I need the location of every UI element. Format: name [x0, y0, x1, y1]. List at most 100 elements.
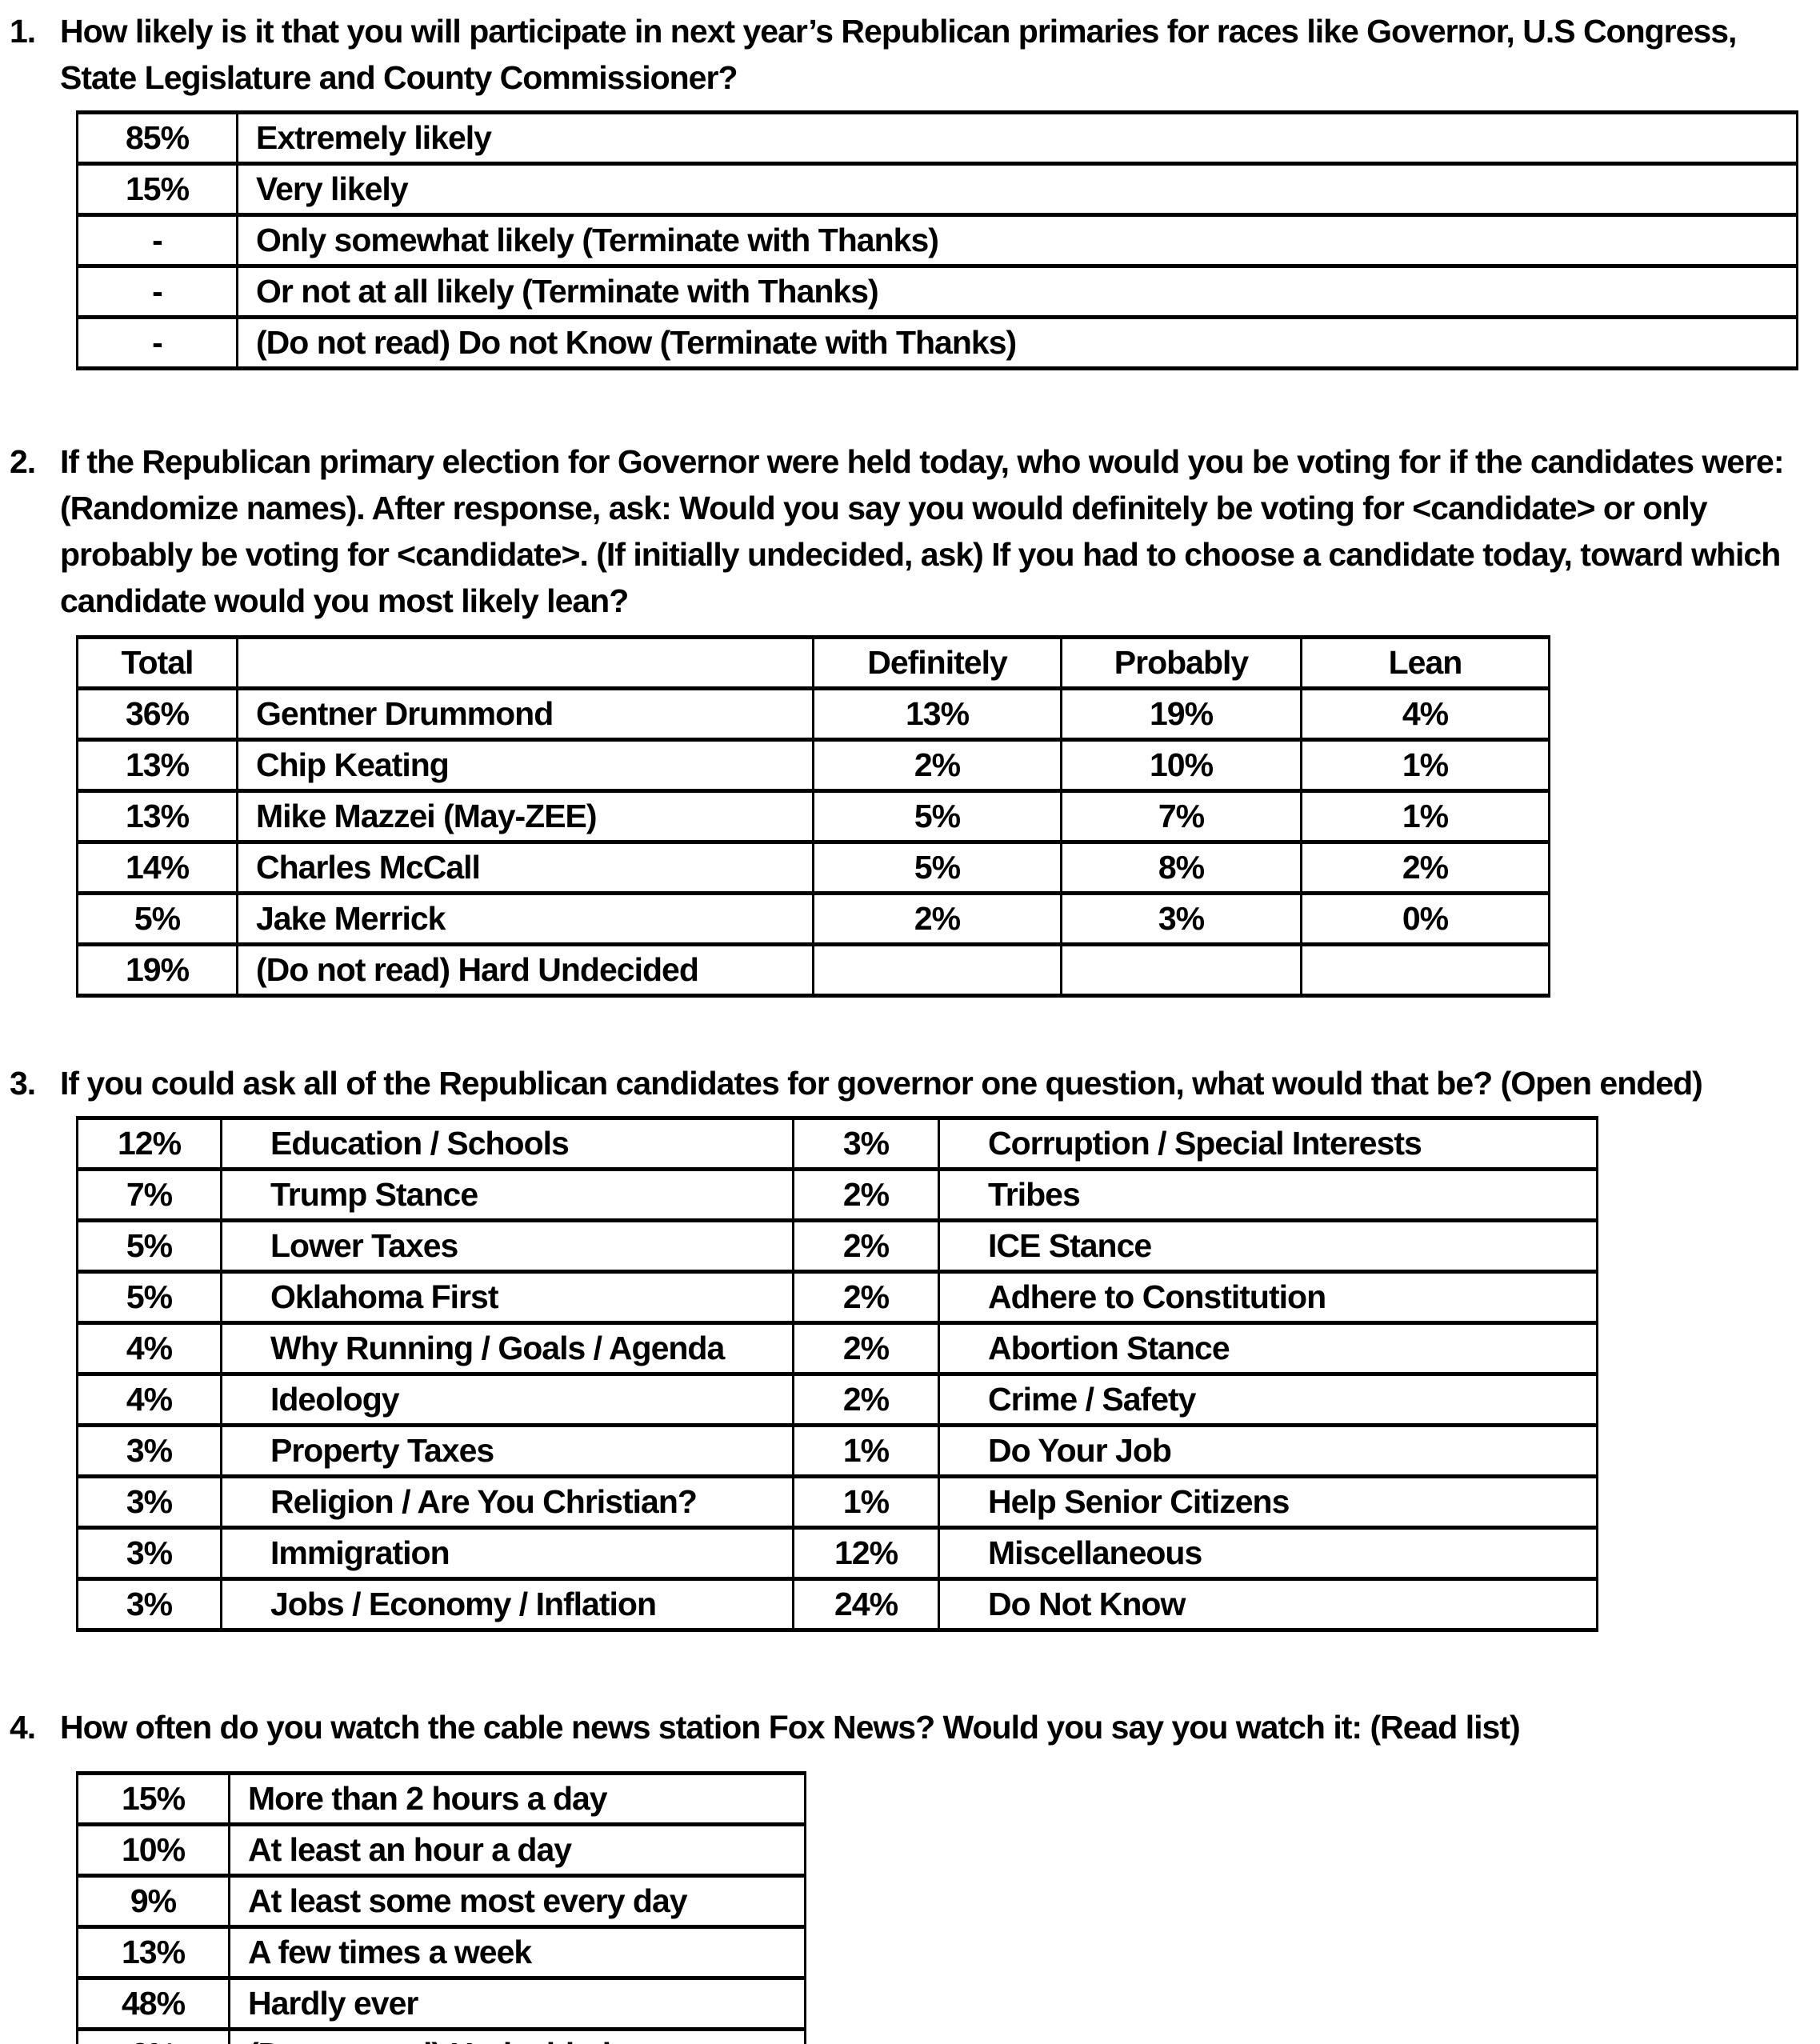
table-row: 5% Lower Taxes 2% ICE Stance	[76, 1218, 1598, 1274]
label-cell: (Do not read) Do not Know (Terminate wit…	[236, 315, 1798, 370]
table-row: 13% Chip Keating 2% 10% 1%	[76, 738, 1550, 793]
label-cell: Miscellaneous	[938, 1526, 1598, 1581]
question-2-number: 2.	[10, 443, 36, 480]
empty-cell	[1060, 942, 1302, 998]
table-row: 12% Education / Schools 3% Corruption / …	[76, 1116, 1598, 1171]
definitely-cell: 2%	[812, 738, 1062, 793]
pct-cell: 1%	[792, 1474, 940, 1530]
question-3-number: 3.	[10, 1065, 36, 1102]
pct-cell: 5%	[76, 1270, 222, 1325]
definitely-cell: 13%	[812, 686, 1062, 742]
probably-cell: 3%	[1060, 891, 1302, 946]
table-row: - Only somewhat likely (Terminate with T…	[76, 213, 1798, 268]
label-cell: Trump Stance	[220, 1167, 794, 1222]
table-row: 7% Trump Stance 2% Tribes	[76, 1167, 1598, 1222]
pct-cell: 5%	[76, 1218, 222, 1274]
pct-cell: 15%	[76, 1771, 230, 1826]
label-cell: ICE Stance	[938, 1218, 1598, 1274]
definitely-cell: 5%	[812, 840, 1062, 895]
question-3-text: If you could ask all of the Republican c…	[60, 1065, 1703, 1102]
table-row: 13% Mike Mazzei (May-ZEE) 5% 7% 1%	[76, 789, 1550, 844]
q4-fox-news-table: 15% More than 2 hours a day 10% At least…	[76, 1771, 806, 2044]
label-cell: Very likely	[236, 162, 1798, 217]
table-row: 3% Immigration 12% Miscellaneous	[76, 1526, 1598, 1581]
label-cell: Lower Taxes	[220, 1218, 794, 1274]
label-cell: Extremely likely	[236, 110, 1798, 166]
label-cell: At least an hour a day	[228, 1822, 806, 1878]
pct-cell: 4%	[76, 1321, 222, 1376]
total-cell: 13%	[76, 789, 238, 844]
pct-cell: 2%	[792, 1218, 940, 1274]
label-cell: Immigration	[220, 1526, 794, 1581]
table-row: 4% Why Running / Goals / Agenda 2% Abort…	[76, 1321, 1598, 1376]
pct-cell: 12%	[76, 1116, 222, 1171]
pct-cell: 10%	[76, 1822, 230, 1878]
table-row: 10% At least an hour a day	[76, 1822, 806, 1878]
table-row: 48% Hardly ever	[76, 1976, 806, 2031]
probably-cell: 8%	[1060, 840, 1302, 895]
label-cell: Property Taxes	[220, 1423, 794, 1478]
empty-cell	[812, 942, 1062, 998]
definitely-cell: 5%	[812, 789, 1062, 844]
pct-cell: -	[76, 315, 238, 370]
candidate-cell: Charles McCall	[236, 840, 814, 895]
question-4-number: 4.	[10, 1709, 36, 1746]
probably-cell: 10%	[1060, 738, 1302, 793]
table-row: 14% Charles McCall 5% 8% 2%	[76, 840, 1550, 895]
table-header-row: Total Definitely Probably Lean	[76, 635, 1550, 690]
label-cell: Hardly ever	[228, 1976, 806, 2031]
q3-open-ended-table: 12% Education / Schools 3% Corruption / …	[76, 1116, 1598, 1632]
pct-cell: 12%	[792, 1526, 940, 1581]
label-cell: Crime / Safety	[938, 1372, 1598, 1427]
question-1-number: 1.	[10, 13, 36, 50]
question-1-text: How likely is it that you will participa…	[60, 13, 1737, 96]
lean-cell: 4%	[1300, 686, 1550, 742]
candidate-cell: Jake Merrick	[236, 891, 814, 946]
label-cell: Ideology	[220, 1372, 794, 1427]
probably-cell: 19%	[1060, 686, 1302, 742]
label-cell: At least some most every day	[228, 1874, 806, 1929]
candidate-cell: Mike Mazzei (May-ZEE)	[236, 789, 814, 844]
table-row: 13% A few times a week	[76, 1925, 806, 1980]
table-row: 5% Jake Merrick 2% 3% 0%	[76, 891, 1550, 946]
pct-cell: 1%	[792, 1423, 940, 1478]
question-1: 1. How likely is it that you will partic…	[0, 8, 1820, 101]
total-cell: 13%	[76, 738, 238, 793]
pct-cell: 3%	[76, 1526, 222, 1581]
label-cell: Help Senior Citizens	[938, 1474, 1598, 1530]
table-row: - (Do not read) Do not Know (Terminate w…	[76, 315, 1798, 370]
label-cell: A few times a week	[228, 1925, 806, 1980]
table-row: 15% Very likely	[76, 162, 1798, 217]
label-cell: Education / Schools	[220, 1116, 794, 1171]
pct-cell: 2%	[792, 1167, 940, 1222]
label-cell: Religion / Are You Christian?	[220, 1474, 794, 1530]
label-cell: (Do not read) Undecided	[228, 2027, 806, 2044]
lean-cell: 0%	[1300, 891, 1550, 946]
table-row: 4% Ideology 2% Crime / Safety	[76, 1372, 1598, 1427]
pct-cell: 13%	[76, 1925, 230, 1980]
q2-candidates-table: Total Definitely Probably Lean 36% Gentn…	[76, 635, 1550, 998]
pct-cell: 48%	[76, 1976, 230, 2031]
table-row: 3% Property Taxes 1% Do Your Job	[76, 1423, 1598, 1478]
pct-cell: 3%	[76, 1423, 222, 1478]
pct-cell: -	[76, 264, 238, 319]
table-row: 3% Jobs / Economy / Inflation 24% Do Not…	[76, 1577, 1598, 1632]
total-cell: 5%	[76, 891, 238, 946]
label-cell: Do Your Job	[938, 1423, 1598, 1478]
pct-cell: 4%	[76, 1372, 222, 1427]
empty-cell	[1300, 942, 1550, 998]
lean-cell: 1%	[1300, 789, 1550, 844]
definitely-header: Definitely	[812, 635, 1062, 690]
total-cell: 19%	[76, 942, 238, 998]
question-4: 4. How often do you watch the cable news…	[0, 1704, 1820, 1750]
candidate-cell: Chip Keating	[236, 738, 814, 793]
label-cell: Adhere to Constitution	[938, 1270, 1598, 1325]
label-cell: Tribes	[938, 1167, 1598, 1222]
lean-header: Lean	[1300, 635, 1550, 690]
pct-cell: 85%	[76, 110, 238, 166]
total-cell: 36%	[76, 686, 238, 742]
candidate-cell: (Do not read) Hard Undecided	[236, 942, 814, 998]
label-cell: Or not at all likely (Terminate with Tha…	[236, 264, 1798, 319]
table-row: 9% At least some most every day	[76, 1874, 806, 1929]
